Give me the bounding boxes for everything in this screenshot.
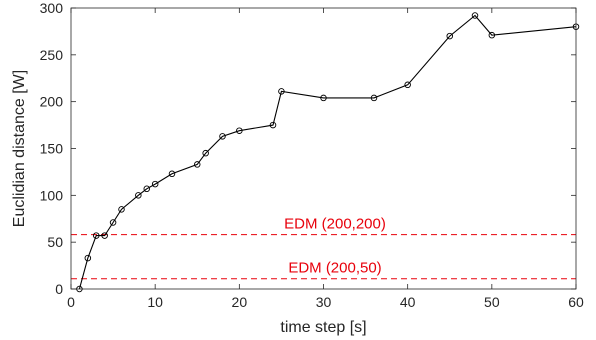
data-point: [109, 219, 117, 226]
series-layer: [76, 12, 580, 293]
data-point: [101, 232, 108, 239]
y-tick-label: 200: [40, 94, 64, 110]
data-point: [471, 12, 479, 19]
plot-background: [71, 8, 576, 289]
axes: 0 10 20 30 40 50 60 0 50 100 150 200 250 300: [40, 0, 584, 310]
data-point: [404, 81, 411, 89]
x-tick-label: 50: [484, 294, 500, 310]
y-tick-label: 300: [40, 0, 64, 16]
data-point: [320, 94, 327, 102]
y-axis-label: Euclidian distance [W]: [11, 70, 28, 227]
data-point: [193, 161, 201, 168]
x-tick-label: 60: [568, 294, 584, 310]
x-tick-label: 10: [147, 294, 163, 310]
data-point: [135, 192, 142, 199]
data-point: [143, 185, 150, 193]
series-line: [78, 14, 577, 290]
y-tick-label: 150: [40, 141, 64, 157]
y-tick-label: 0: [55, 281, 63, 297]
y-tick-label: 250: [40, 47, 64, 63]
data-point: [151, 180, 159, 188]
y-tick-label: 50: [47, 234, 63, 250]
data-point: [92, 232, 100, 239]
x-axis-label: time step [s]: [280, 319, 366, 336]
x-tick-label: 0: [67, 294, 75, 310]
x-tick-label: 30: [316, 294, 332, 310]
data-point: [202, 149, 209, 157]
reference-line-label: EDM (200,200): [284, 216, 386, 233]
x-tick-label: 40: [400, 294, 416, 310]
y-tick-label: 100: [40, 187, 64, 203]
data-point: [84, 254, 92, 262]
data-point: [278, 88, 285, 95]
data-point: [269, 121, 277, 129]
data-point: [488, 31, 496, 39]
data-point: [446, 32, 454, 40]
reference-line-label: EDM (200,50): [288, 260, 381, 277]
reference-lines: EDM (200,200) EDM (200,50): [71, 216, 576, 280]
data-point: [168, 170, 176, 178]
data-point: [219, 133, 226, 140]
data-point: [370, 94, 378, 102]
x-tick-label: 20: [232, 294, 248, 310]
data-point: [236, 127, 243, 134]
data-point: [118, 206, 125, 213]
